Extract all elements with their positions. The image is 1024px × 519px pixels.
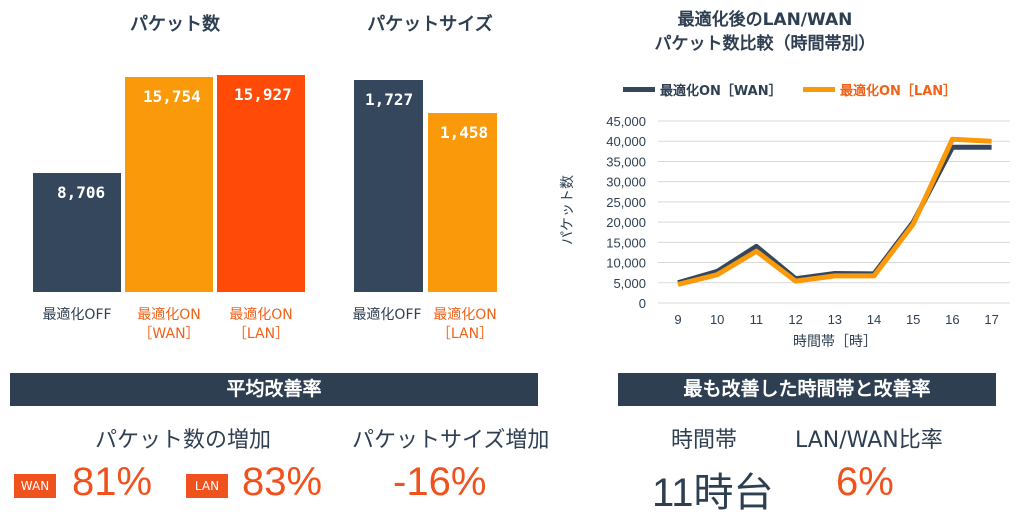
x-tick-label: 14 (867, 312, 881, 327)
bar-optimization-on-lan (217, 75, 305, 292)
legend-swatch-lan (803, 87, 835, 92)
best-improvement-banner: 最も改善した時間帯と改善率 (618, 373, 996, 406)
y-tick-label: 25,000 (606, 195, 646, 210)
lan-increase-value: 83% (242, 460, 323, 504)
wan-badge: WAN (14, 474, 56, 498)
wan-increase-value: 81% (72, 460, 153, 504)
category-label: 最適化ON ［WAN］ (137, 307, 201, 342)
x-tick-label: 17 (984, 312, 998, 327)
x-tick-label: 9 (674, 312, 681, 327)
bar-value-label: 15,754 (143, 87, 201, 107)
time-label: 時間帯 (671, 428, 738, 453)
y-tick-label: 40,000 (606, 134, 646, 149)
ratio-label: LAN/WAN比率 (795, 428, 943, 453)
x-tick-label: 15 (906, 312, 920, 327)
category-label: 最適化ON ［LAN］ (433, 307, 497, 342)
legend-label-wan: 最適化ON［WAN］ (660, 84, 782, 99)
legend-swatch-wan (623, 87, 655, 92)
y-tick-label: 20,000 (606, 215, 646, 230)
packet-size-chart-title: パケットサイズ (367, 14, 493, 35)
lan-badge: LAN (186, 474, 228, 498)
x-tick-label: 11 (750, 312, 764, 327)
y-tick-label: 10,000 (606, 256, 646, 271)
bar-optimization-on-wan (125, 77, 213, 292)
size-increase-label: パケットサイズ増加 (352, 428, 550, 453)
category-label: 最適化OFF (352, 307, 422, 323)
category-label: 最適化OFF (42, 307, 112, 323)
packet-increase-label: パケット数の増加 (95, 428, 272, 453)
line-chart-title: 最適化後のLAN/WAN パケット数比較（時間帯別） (654, 10, 876, 54)
bar-size-optimization-off (354, 80, 423, 292)
x-tick-label: 10 (710, 312, 724, 327)
y-tick-label: 30,000 (606, 175, 646, 190)
y-tick-label: 35,000 (606, 154, 646, 169)
bar-size-optimization-on-lan (428, 113, 497, 292)
legend-label-lan: 最適化ON［LAN］ (840, 84, 957, 99)
x-tick-label: 16 (945, 312, 959, 327)
ratio-value: 6% (836, 460, 894, 504)
bar-value-label: 1,458 (440, 123, 489, 143)
packet-count-chart-title: パケット数 (130, 14, 220, 35)
y-tick-label: 15,000 (606, 235, 646, 250)
y-tick-label: 5,000 (613, 276, 646, 291)
x-tick-label: 13 (828, 312, 842, 327)
category-label: 最適化ON ［LAN］ (229, 307, 293, 342)
bar-value-label: 8,706 (57, 183, 106, 203)
best-time-value: 11時台 (652, 471, 774, 515)
bar-value-label: 15,927 (234, 85, 292, 104)
y-tick-label: 0 (639, 296, 646, 311)
bar-optimization-off (33, 173, 121, 292)
bar-value-label: 1,727 (365, 90, 414, 109)
series-line-lan (677, 136, 992, 287)
size-change-value: -16% (393, 460, 487, 504)
x-tick-label: 12 (788, 312, 802, 327)
y-axis-label: パケット数 (560, 175, 576, 245)
y-tick-label: 45,000 (606, 114, 646, 129)
x-axis-label: 時間帯［時］ (793, 334, 877, 350)
average-improvement-banner: 平均改善率 (10, 373, 538, 406)
